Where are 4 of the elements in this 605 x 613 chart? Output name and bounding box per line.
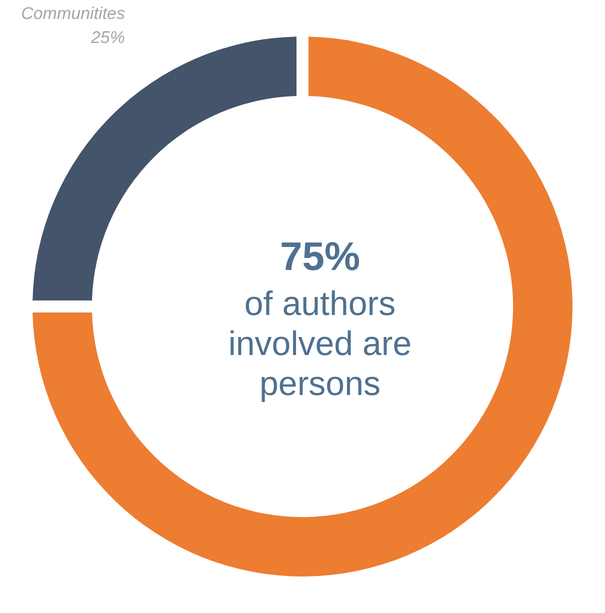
- text: 75%: [280, 235, 360, 279]
- text: of authors involved are persons: [228, 285, 412, 403]
- slice-label: Communitites: [21, 4, 126, 23]
- data-label: 25%: [90, 28, 125, 47]
